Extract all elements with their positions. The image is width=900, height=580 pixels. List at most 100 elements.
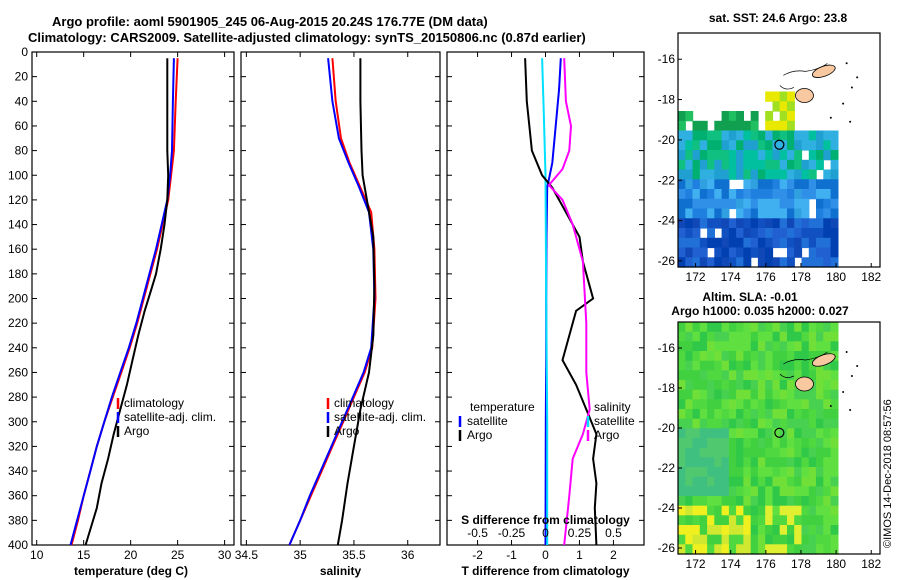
grid-cell xyxy=(816,179,824,190)
grid-cell xyxy=(721,505,730,516)
grid-cell xyxy=(808,169,817,180)
grid-cell xyxy=(692,159,701,171)
grid-cell xyxy=(707,389,715,400)
grid-cell xyxy=(794,140,803,151)
grid-cell xyxy=(765,228,774,239)
temperature-panel-frame xyxy=(31,51,235,546)
grid-cell xyxy=(750,418,759,429)
grid-cell xyxy=(678,331,686,342)
grid-cell xyxy=(728,237,737,249)
grid-cell xyxy=(757,418,766,429)
islet-dot xyxy=(856,365,859,367)
grid-cell xyxy=(816,189,824,200)
grid-cell xyxy=(692,198,701,210)
y-tick-label: -16 xyxy=(658,52,676,66)
grid-cell xyxy=(714,150,723,161)
x-tick-label: -1 xyxy=(506,548,517,562)
grid-cell xyxy=(823,208,832,219)
grid-cell xyxy=(757,380,766,391)
grid-cell xyxy=(823,476,832,487)
grid-cell xyxy=(685,534,694,545)
grid-cell xyxy=(685,247,694,258)
x-tick-label: 178 xyxy=(791,270,811,284)
grid-cell xyxy=(830,322,839,333)
y-tick-label: 380 xyxy=(8,513,28,527)
grid-cell xyxy=(779,159,788,171)
grid-cell xyxy=(816,447,824,458)
grid-cell xyxy=(816,505,824,516)
series-line-satellite-adj-clim- xyxy=(69,58,175,546)
grid-cell xyxy=(707,447,715,458)
grid-cell xyxy=(721,322,730,333)
grid-cell xyxy=(816,380,824,391)
difference-panel: -2 -1 0 1 2 T difference from climatology -0.5… xyxy=(446,51,645,578)
y-tick-label: 0 xyxy=(21,45,28,59)
grid-cell xyxy=(714,322,723,333)
grid-cell xyxy=(736,428,744,439)
grid-cell xyxy=(823,140,832,151)
grid-cell xyxy=(699,438,708,449)
grid-cell xyxy=(699,389,708,400)
sla-frame xyxy=(677,321,881,555)
grid-cell xyxy=(678,218,686,229)
grid-cell xyxy=(772,418,781,429)
islet-dot xyxy=(845,62,848,65)
grid-cell xyxy=(721,150,730,161)
grid-cell xyxy=(714,380,723,391)
grid-cell xyxy=(779,447,788,458)
grid-cell xyxy=(830,208,839,219)
grid-cell xyxy=(757,257,766,268)
grid-cell xyxy=(801,515,810,526)
grid-cell xyxy=(772,169,781,180)
x-tick-label: 35 xyxy=(293,548,307,562)
grid-cell xyxy=(743,370,752,381)
grid-cell xyxy=(714,179,723,190)
x-axis-label: temperature (deg C) xyxy=(74,564,188,578)
grid-cell xyxy=(707,218,715,229)
grid-cell xyxy=(750,130,759,141)
grid-cell xyxy=(692,218,701,229)
grid-cell xyxy=(830,169,839,180)
grid-cell xyxy=(808,428,817,439)
grid-cell xyxy=(757,218,766,229)
y-tick-label: 200 xyxy=(8,292,28,306)
grid-cell xyxy=(823,247,832,258)
grid-cell xyxy=(692,150,701,161)
grid-cell xyxy=(699,505,708,516)
grid-cell xyxy=(757,486,766,497)
grid-cell xyxy=(801,257,810,268)
grid-cell xyxy=(728,515,737,526)
grid-cell xyxy=(787,208,795,219)
grid-cell xyxy=(750,505,759,516)
grid-cell xyxy=(830,515,839,526)
grid-cell xyxy=(794,370,803,381)
grid-cell xyxy=(801,198,810,210)
series-line-s-argo xyxy=(547,58,591,546)
grid-cell xyxy=(750,208,759,219)
grid-cell xyxy=(728,399,737,410)
grid-cell xyxy=(779,91,788,102)
grid-cell xyxy=(743,341,752,352)
legend-label: climatology xyxy=(124,396,184,410)
grid-cell xyxy=(685,237,694,249)
grid-cell xyxy=(779,331,788,342)
grid-cell xyxy=(816,525,824,536)
grid-cell xyxy=(721,140,730,151)
x-tick-label: 30 xyxy=(218,548,232,562)
grid-cell xyxy=(714,467,723,478)
grid-cell xyxy=(794,525,803,536)
grid-cell xyxy=(794,159,803,171)
grid-cell xyxy=(794,409,803,420)
grid-cell xyxy=(678,496,686,507)
grid-cell xyxy=(736,409,744,420)
grid-cell xyxy=(743,418,752,429)
grid-cell xyxy=(714,237,723,249)
grid-cell xyxy=(728,525,737,536)
grid-cell xyxy=(721,409,730,420)
grid-cell xyxy=(772,399,781,410)
grid-cell xyxy=(765,208,774,219)
grid-cell xyxy=(736,237,744,249)
s-tick-label: 0.5 xyxy=(605,526,622,540)
grid-cell xyxy=(816,247,824,258)
